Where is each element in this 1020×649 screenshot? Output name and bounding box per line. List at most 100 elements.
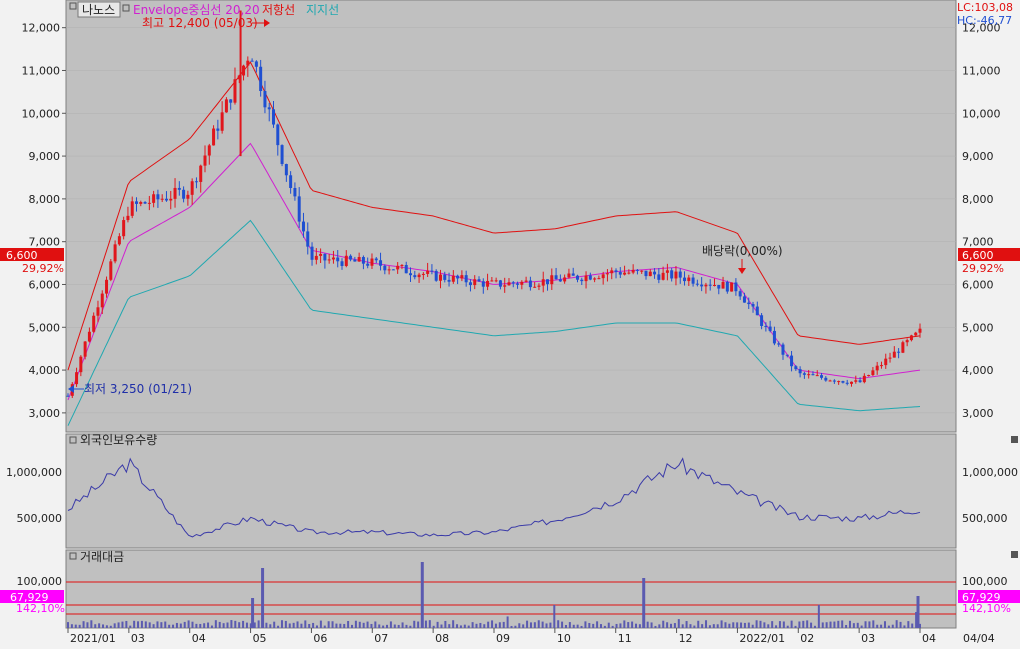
volume-bar	[646, 621, 649, 628]
price-ytick-left: 10,000	[22, 107, 61, 120]
volume-bar	[619, 623, 622, 628]
volume-bar	[273, 621, 276, 628]
volume-bar	[841, 620, 844, 628]
volume-bar	[459, 625, 462, 628]
candle-body	[670, 270, 674, 279]
candle-body	[841, 381, 845, 383]
candle-body	[832, 380, 836, 382]
candle-body	[687, 277, 691, 282]
volume-bar	[140, 620, 143, 628]
candle-body	[635, 269, 639, 271]
volume-bar-spike	[420, 562, 424, 628]
volume-bar-spike	[916, 596, 920, 628]
volume-bar	[848, 620, 851, 628]
candle-body	[310, 246, 314, 260]
volume-bar	[658, 624, 661, 628]
volume-bar	[175, 622, 178, 628]
candle-body	[220, 112, 224, 131]
candle-body	[888, 357, 892, 359]
volume-bar	[568, 622, 571, 628]
volume-bar	[323, 625, 326, 628]
volume-bar	[366, 621, 369, 628]
volume-bar	[883, 621, 886, 628]
price-ytick-left: 12,000	[22, 22, 61, 35]
volume-bar	[533, 622, 536, 628]
volume-bar	[253, 622, 256, 628]
foreign-title[interactable]: 외국인보유수량	[80, 433, 157, 447]
volume-bar	[67, 622, 69, 628]
envelope-center-line	[67, 142, 921, 401]
volume-bar	[919, 623, 921, 628]
price-ytick-left: 3,000	[29, 407, 61, 420]
candle-body	[640, 270, 644, 272]
legend-stock-name[interactable]: 나노스	[82, 3, 115, 17]
volume-legend-box	[69, 552, 77, 560]
volume-bar	[541, 621, 544, 628]
candle-body	[327, 259, 331, 261]
candle-body	[460, 275, 464, 279]
candle-body	[571, 273, 575, 276]
candle-body	[777, 343, 781, 345]
legend-envelope[interactable]: Envelope중심선 20,20	[133, 3, 260, 17]
volume-bar	[732, 622, 735, 628]
candle-body	[92, 315, 96, 332]
annotation-low: 최저 3,250 (01/21)	[84, 382, 192, 396]
volume-bar	[502, 621, 505, 628]
volume-bar	[627, 622, 630, 628]
volume-bar	[102, 624, 105, 628]
annotation-high: 최고 12,400 (05/03)	[142, 16, 258, 30]
volume-bar	[452, 620, 455, 628]
current-price-left: 6,600	[6, 249, 38, 262]
volume-bar	[666, 622, 669, 628]
candle-body	[323, 253, 327, 261]
candle-body	[284, 164, 288, 176]
x-tick-label: 02	[800, 632, 814, 645]
candle-body	[520, 281, 524, 285]
stock-name-box[interactable]	[77, 1, 121, 18]
volume-bar-spike	[642, 578, 646, 628]
candle-body	[867, 375, 871, 377]
low-arrow-head	[68, 385, 74, 393]
volume-bar	[74, 624, 77, 628]
candle-body	[507, 282, 511, 286]
candle-body	[404, 264, 408, 274]
legend-resistance[interactable]: 저항선	[262, 3, 295, 17]
candle-body	[665, 270, 669, 273]
candle-body	[657, 274, 661, 280]
volume-bar	[440, 624, 443, 628]
foreign-panel-close-icon[interactable]	[1011, 436, 1018, 443]
volume-bar	[148, 622, 151, 628]
volume-bar	[78, 624, 81, 628]
candle-body	[627, 272, 631, 274]
volume-bar	[351, 624, 353, 628]
candle-body	[854, 380, 858, 382]
price-ytick-right: 4,000	[962, 364, 994, 377]
legend-support[interactable]: 지지선	[306, 3, 339, 17]
volume-panel-close-icon[interactable]	[1011, 551, 1018, 558]
volume-bar	[545, 623, 548, 628]
volume-bar	[650, 622, 653, 628]
candle-body	[207, 145, 211, 156]
volume-bar	[137, 621, 140, 628]
foreign-panel[interactable]	[65, 433, 957, 549]
candle-body	[199, 165, 203, 182]
volume-bar	[685, 621, 688, 628]
candle-body	[387, 269, 391, 271]
volume-bar	[113, 623, 116, 628]
volume-bar	[405, 624, 408, 628]
candle-body	[379, 260, 383, 266]
candle-body	[293, 187, 297, 197]
x-tick-label: 05	[253, 632, 267, 645]
volume-bar	[564, 624, 567, 628]
candle-body	[755, 306, 759, 316]
candle-body	[764, 325, 768, 327]
price-panel[interactable]	[65, 0, 957, 433]
volume-bar	[187, 620, 190, 628]
volume-bar	[312, 622, 315, 628]
candle-body	[584, 275, 588, 282]
volume-panel[interactable]	[65, 549, 957, 629]
volume-bar	[172, 624, 175, 628]
volume-title[interactable]: 거래대금	[80, 550, 124, 564]
volume-bar	[903, 625, 906, 628]
